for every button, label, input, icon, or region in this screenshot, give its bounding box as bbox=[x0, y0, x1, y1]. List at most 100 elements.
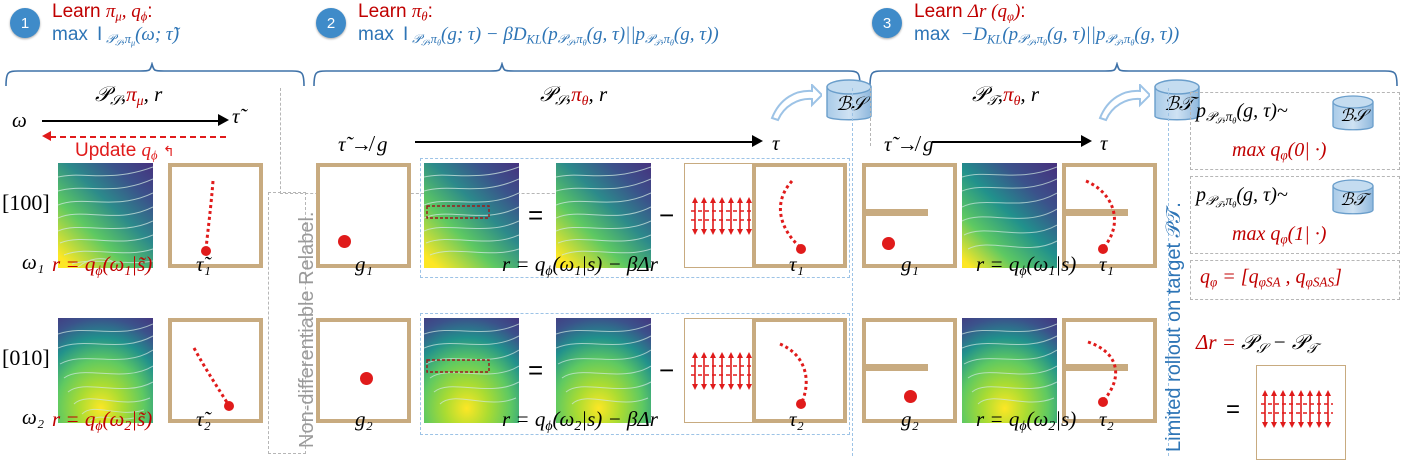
panel1-row2-trajectory bbox=[192, 347, 234, 411]
panel2-row2-goal-label: g₂ bbox=[355, 407, 373, 431]
panel4-block1-buffer: ℬ𝒮 bbox=[1340, 106, 1367, 125]
panel4-delta-r-field bbox=[1261, 390, 1333, 428]
panel3-row2-reward: r = qϕ(ω2|s) bbox=[976, 407, 1077, 433]
panel2-row1-goal-dot bbox=[338, 235, 351, 248]
panel1-row2-trajectory-box bbox=[168, 318, 263, 423]
panel3-buffer-label: ℬ𝒯 bbox=[1164, 94, 1194, 115]
panel3-row2-contour-map bbox=[962, 318, 1057, 423]
panel2-row1-traj-box bbox=[752, 163, 847, 268]
panel3-arrow-end-label: τ bbox=[1100, 131, 1108, 155]
panel1-row1-trajectory bbox=[201, 180, 215, 256]
panel3-vertical-label: Limited rollout on target 𝒫𝒯. bbox=[1163, 202, 1185, 452]
panel1-row2-traj-label: τ̃₂ bbox=[196, 407, 211, 431]
step-2-badge: 2 bbox=[316, 8, 346, 38]
step-3-objective: max −DKL(p𝒫𝒮,πθ(g, τ)||p𝒫𝒯,πθ(g, τ)) bbox=[914, 23, 1180, 48]
step-1-objective: max I 𝒫𝒮,πμ(ω; τ̃) bbox=[52, 23, 180, 48]
relabel-divider-box bbox=[268, 192, 306, 454]
panel3-row1-goal-box bbox=[862, 163, 957, 268]
step-2-title-prefix: Learn bbox=[358, 1, 412, 22]
panel2-row1-map-a bbox=[424, 163, 519, 268]
panel1-row2-contour-map bbox=[58, 318, 153, 423]
panel2-row1-equals: = bbox=[528, 200, 544, 230]
step-3-title: Learn Δr (qφ): bbox=[914, 1, 1026, 24]
panel2-row2-equals: = bbox=[528, 355, 544, 385]
step-1-number: 1 bbox=[20, 14, 30, 32]
panel3-relabel-label: τ̃ ↛ g bbox=[884, 132, 934, 156]
step-3-badge: 3 bbox=[872, 8, 902, 38]
panel3-row2-goal-box bbox=[862, 318, 957, 423]
panel2-relabel-label: τ̃ ↛ g bbox=[338, 132, 388, 156]
panel4-block-2 bbox=[1190, 176, 1400, 254]
step-1-header: Learn πμ, qϕ: max I 𝒫𝒮,πμ(ω; τ̃) bbox=[52, 2, 179, 48]
panel4-block2-objective: max qφ(1| ·) bbox=[1232, 223, 1327, 247]
panel2-arrow-top-label: 𝒫𝒮,πθ, r bbox=[540, 82, 608, 108]
panel4-delta-r-equals: = bbox=[1226, 396, 1241, 423]
panel3-arrow-top-label: 𝒫𝒯,πθ, r bbox=[972, 82, 1040, 108]
panel1-arrow-top-label: 𝒫𝒮,πμ, r bbox=[95, 82, 163, 108]
panel1-row2-onehot: [010] bbox=[2, 345, 50, 370]
panel2-row1-goal-label: g₁ bbox=[355, 252, 373, 276]
panel3-buffer-inflow-arrow-icon bbox=[1098, 84, 1150, 122]
step-2-header: Learn πθ: max I 𝒫𝒮,πθ(g; τ) − βDKL(p𝒫𝒮,π… bbox=[358, 2, 719, 48]
panel2-row1-map-b bbox=[556, 163, 651, 268]
panel3-row1-traj-box bbox=[1062, 163, 1157, 268]
panel3-row2-traj-wall bbox=[1066, 364, 1128, 371]
panel4-block-1 bbox=[1190, 92, 1400, 170]
panel2-row1-reward-group bbox=[420, 158, 850, 278]
panel2-row1-goal-box bbox=[316, 163, 411, 268]
panel2-buffer-label: ℬ𝒮 bbox=[836, 94, 866, 115]
panel4-delta-r-definition: Δr = 𝒫𝒮 − 𝒫𝒯 bbox=[1196, 330, 1318, 356]
panel1-feedback-label: Update qϕ ↰ bbox=[75, 140, 175, 163]
panel2-row2-reward: r = qϕ(ω2|s) − βΔr bbox=[502, 407, 658, 433]
panel2-buffer-inflow-arrow-icon bbox=[770, 84, 822, 122]
panel1-forward-arrow-head bbox=[218, 114, 229, 126]
panel3-row2-trajectory bbox=[1087, 340, 1118, 407]
panel3-left-divider bbox=[852, 88, 853, 456]
panel1-target-label: τ̃ bbox=[232, 104, 240, 128]
panel3-row2-traj-box bbox=[1062, 318, 1157, 423]
panel4-block2-cylinder-icon bbox=[1332, 179, 1374, 215]
panel2-row1-reward: r = qϕ(ω1|s) − βΔr bbox=[502, 252, 658, 278]
panel2-row1-trajectory bbox=[778, 179, 806, 254]
panel4-block1-cylinder-icon bbox=[1332, 95, 1374, 131]
step-1-title: Learn πμ, qϕ: bbox=[52, 1, 153, 24]
panel3-forward-arrow-head bbox=[1081, 135, 1092, 147]
panel3-relabel-bracket bbox=[870, 88, 928, 146]
panel3-buffer-cylinder-icon bbox=[1154, 79, 1200, 121]
panel4-block2-dist: p𝒫𝒯,πθ(g, τ)~ bbox=[1196, 184, 1288, 210]
panel2-row2-reward-group bbox=[420, 313, 850, 435]
panel1-feedback-arrow-head bbox=[42, 131, 51, 141]
panel3-row1-trajectory bbox=[1085, 179, 1116, 254]
panel1-row1-trajectory-box bbox=[168, 163, 263, 268]
panel1-row1-contour-map bbox=[58, 163, 153, 268]
panel3-row1-traj-wall bbox=[1066, 209, 1128, 216]
step-3-header: Learn Δr (qφ): max −DKL(p𝒫𝒮,πθ(g, τ)||p𝒫… bbox=[914, 2, 1179, 48]
panel4-delta-r-box bbox=[1256, 365, 1346, 460]
panel2-buffer-cylinder-icon bbox=[826, 79, 872, 121]
step-2-number: 2 bbox=[326, 14, 336, 32]
panel1-source-label: ω bbox=[12, 108, 27, 132]
panel2-row2-goal-box bbox=[316, 318, 411, 423]
step-1-title-prefix: Learn bbox=[52, 1, 106, 22]
panel3-row1-goal-dot bbox=[882, 237, 895, 250]
step-3-number: 3 bbox=[882, 14, 892, 32]
panel3-row2-traj-label: τ₂ bbox=[1099, 407, 1114, 431]
panel1-feedback-arrow-line bbox=[50, 136, 226, 138]
step-2-objective: max I 𝒫𝒮,πθ(g; τ) − βDKL(p𝒫𝒮,πθ(g, τ)||p… bbox=[358, 23, 719, 48]
panel2-row2-map-a bbox=[424, 318, 519, 423]
panel1-row2-omega: ω₂ bbox=[22, 405, 45, 429]
brace-step-1 bbox=[5, 62, 305, 87]
panel3-forward-arrow-line bbox=[932, 141, 1084, 143]
panel2-forward-arrow-line bbox=[415, 141, 755, 143]
panel2-row2-traj-label: τ₂ bbox=[789, 407, 804, 431]
step-1-badge: 1 bbox=[10, 8, 40, 38]
panel1-forward-arrow-line bbox=[42, 120, 220, 122]
step-3-title-prefix: Learn bbox=[914, 1, 968, 22]
panel3-row1-goal-label: g₁ bbox=[901, 252, 919, 276]
panel4-block1-objective: max qφ(0| ·) bbox=[1232, 139, 1327, 163]
panel1-row1-reward: r = qϕ(ω1|s̃) bbox=[52, 252, 153, 278]
panel1-row1-onehot: [100] bbox=[2, 190, 50, 215]
panel3-row2-goal-label: g₂ bbox=[901, 407, 919, 431]
panel3-row1-contour-map bbox=[962, 163, 1057, 268]
panel2-row1-minus: − bbox=[659, 200, 675, 230]
